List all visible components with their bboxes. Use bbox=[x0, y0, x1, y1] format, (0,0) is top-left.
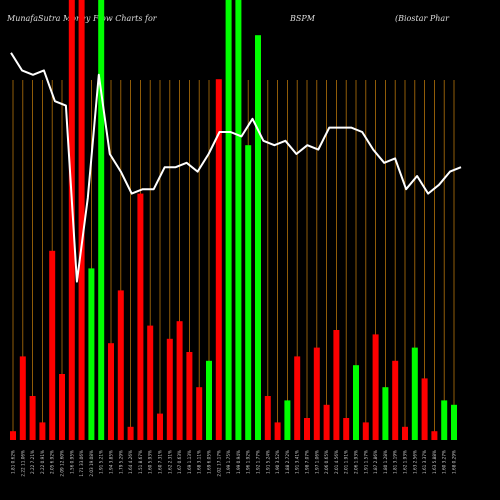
x-tick-label: 1.80 1.28% bbox=[383, 450, 388, 474]
bar bbox=[313, 347, 320, 440]
bar bbox=[49, 250, 56, 440]
x-tick-label: 1.69 6.05% bbox=[207, 450, 212, 474]
bar bbox=[29, 396, 36, 440]
line-series bbox=[10, 52, 462, 283]
bar bbox=[411, 347, 418, 440]
bar bbox=[353, 365, 359, 440]
x-tick-label: 2.06 0.65% bbox=[324, 450, 329, 474]
bar bbox=[304, 418, 310, 440]
x-tick-label: 2.01 4.56% bbox=[334, 450, 339, 474]
bar bbox=[127, 426, 134, 440]
bar bbox=[402, 426, 408, 440]
x-tick-label: 2.03 19.08% bbox=[89, 450, 94, 477]
x-tick-label: 1.68 0.29% bbox=[452, 450, 457, 474]
x-tick-label: 1.61 3.37% bbox=[422, 450, 427, 474]
x-tick-label: 1.81 0.62% bbox=[11, 450, 16, 474]
x-tick-label: 1.88 2.72% bbox=[285, 450, 290, 474]
x-tick-label: 1.71 33.06% bbox=[79, 450, 84, 477]
bar bbox=[245, 145, 252, 440]
x-tick-label: 1.60 7.31% bbox=[158, 450, 163, 474]
x-tick-label: 1.79 5.29% bbox=[118, 450, 123, 474]
bar bbox=[225, 0, 232, 440]
x-tick-label: 1.98 7.07% bbox=[305, 450, 310, 474]
x-tick-label: 2.06 1.93% bbox=[354, 450, 359, 474]
x-tick-label: 1.94 3.85% bbox=[109, 450, 114, 474]
x-tick-label: 1.60 5.93% bbox=[148, 450, 153, 474]
bar bbox=[255, 35, 261, 440]
x-tick-label: 1.81 3.19% bbox=[393, 450, 398, 474]
bar bbox=[176, 321, 183, 440]
bar bbox=[362, 422, 369, 440]
bar bbox=[441, 400, 448, 440]
bar bbox=[186, 352, 193, 440]
bar bbox=[137, 193, 144, 440]
bar bbox=[392, 360, 399, 440]
bar bbox=[39, 422, 46, 440]
bar bbox=[196, 387, 203, 440]
x-tick-label: 1.91 5.21% bbox=[99, 450, 104, 474]
bar bbox=[451, 404, 457, 440]
chart-header-company: (Biostar Phar bbox=[395, 14, 449, 23]
bar bbox=[382, 387, 389, 440]
bar bbox=[333, 330, 340, 440]
x-tick-label: 2.02 17.17% bbox=[216, 450, 221, 477]
x-tick-label: 1.63 2.56% bbox=[412, 450, 417, 474]
bar bbox=[206, 360, 212, 440]
x-tick-label: 1.64 4.26% bbox=[128, 450, 133, 474]
bar bbox=[294, 356, 301, 440]
x-tick-label: 1.68 3.11% bbox=[197, 450, 202, 474]
x-tick-label: 1.91 5.24% bbox=[265, 450, 270, 474]
x-tick-label: 1.69 1.13% bbox=[187, 450, 192, 474]
x-tick-label: 2.22 11.06% bbox=[20, 450, 25, 477]
x-tick-label: 1.60 3.27% bbox=[442, 450, 447, 474]
bar bbox=[166, 338, 173, 440]
chart-header-symbol: BSPM bbox=[290, 14, 315, 23]
x-tick-label: 1.99 0.94% bbox=[236, 450, 241, 474]
bar bbox=[284, 400, 291, 440]
x-tick-label: 2.22 7.21% bbox=[30, 450, 35, 474]
bar bbox=[264, 396, 271, 440]
x-tick-label: 2.09 12.60% bbox=[60, 450, 65, 477]
x-tick-label: 1.97 1.06% bbox=[314, 450, 319, 474]
x-tick-label: 1.67 0.63% bbox=[177, 450, 182, 474]
bar bbox=[68, 0, 75, 440]
x-tick-labels: 1.81 0.62% 2.22 11.06% 2.22 7.21% 2.22 0.91… bbox=[11, 450, 457, 477]
bar bbox=[323, 404, 330, 440]
bar bbox=[10, 431, 16, 440]
x-tick-label: 1.51 8.67% bbox=[138, 450, 143, 474]
bar bbox=[98, 0, 105, 440]
bar bbox=[59, 374, 65, 440]
x-tick-label: 2.22 0.91% bbox=[40, 450, 45, 474]
x-tick-label: 1.62 2.31% bbox=[167, 450, 172, 474]
bar bbox=[78, 0, 85, 440]
x-tick-label: 2.01 1.91% bbox=[344, 450, 349, 474]
x-tick-label: 1.91 1.57% bbox=[363, 450, 368, 474]
bar bbox=[117, 290, 124, 440]
bar bbox=[215, 79, 222, 440]
line-layer bbox=[10, 52, 462, 283]
x-tick-label: 1.99 1.75% bbox=[226, 450, 231, 474]
x-tick-label: 1.91 3.41% bbox=[295, 450, 300, 474]
x-tick-label: 1.63 5.88% bbox=[432, 450, 437, 474]
bar bbox=[108, 343, 114, 440]
bar bbox=[88, 268, 95, 440]
bar bbox=[372, 334, 379, 440]
x-tick-label: 1.62 1.93% bbox=[403, 450, 408, 474]
bar-layer bbox=[10, 0, 457, 440]
x-tick-label: 1.87 2.86% bbox=[373, 450, 378, 474]
bar bbox=[343, 418, 350, 440]
bar bbox=[235, 0, 242, 440]
x-tick-label: 1.92 1.77% bbox=[256, 450, 261, 474]
bar bbox=[19, 356, 26, 440]
bar bbox=[274, 422, 281, 440]
bar bbox=[147, 325, 154, 440]
x-tick-label: 1.90 3.52% bbox=[275, 450, 280, 474]
bar bbox=[421, 378, 428, 440]
x-tick-label: 1.56 0.95% bbox=[69, 450, 74, 474]
bar bbox=[431, 431, 438, 440]
x-tick-label: 2.05 6.92% bbox=[50, 450, 55, 474]
bar bbox=[157, 413, 163, 440]
x-tick-label: 1.96 1.92% bbox=[246, 450, 251, 474]
